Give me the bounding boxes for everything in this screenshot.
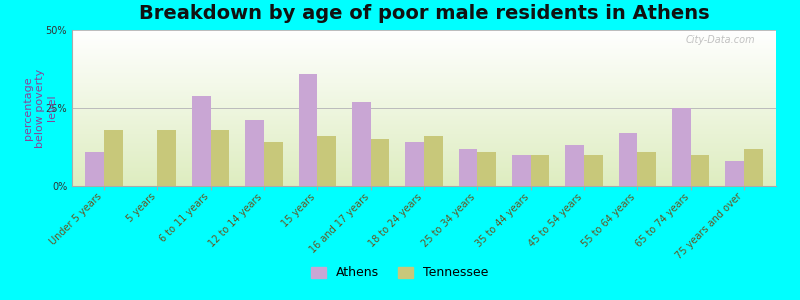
Bar bbox=[352, 102, 370, 186]
Bar bbox=[690, 155, 710, 186]
Bar bbox=[104, 130, 122, 186]
Bar bbox=[86, 152, 104, 186]
Bar bbox=[638, 152, 656, 186]
Text: City-Data.com: City-Data.com bbox=[686, 35, 755, 45]
Bar bbox=[512, 155, 530, 186]
Bar bbox=[424, 136, 442, 186]
Bar bbox=[478, 152, 496, 186]
Bar bbox=[744, 148, 762, 186]
Bar bbox=[210, 130, 230, 186]
Bar bbox=[158, 130, 176, 186]
Bar bbox=[246, 121, 264, 186]
Bar bbox=[726, 161, 744, 186]
Bar bbox=[618, 133, 638, 186]
Bar bbox=[318, 136, 336, 186]
Bar bbox=[566, 146, 584, 186]
Bar bbox=[298, 74, 318, 186]
Title: Breakdown by age of poor male residents in Athens: Breakdown by age of poor male residents … bbox=[138, 4, 710, 23]
Bar bbox=[192, 95, 210, 186]
Bar bbox=[672, 108, 690, 186]
Bar bbox=[370, 139, 390, 186]
Bar bbox=[264, 142, 282, 186]
Bar bbox=[458, 148, 478, 186]
Legend: Athens, Tennessee: Athens, Tennessee bbox=[306, 262, 494, 284]
Bar bbox=[530, 155, 550, 186]
Bar bbox=[406, 142, 424, 186]
Y-axis label: percentage
below poverty
level: percentage below poverty level bbox=[23, 68, 57, 148]
Bar bbox=[584, 155, 602, 186]
